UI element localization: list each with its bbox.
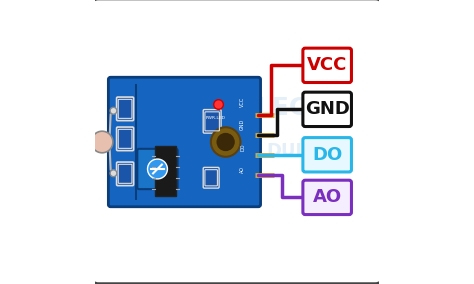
Text: PWR-LED: PWR-LED	[206, 116, 226, 120]
Text: DUINO: DUINO	[266, 141, 333, 160]
Circle shape	[211, 127, 240, 157]
FancyBboxPatch shape	[203, 110, 221, 133]
FancyBboxPatch shape	[203, 167, 219, 188]
FancyBboxPatch shape	[117, 97, 134, 121]
Circle shape	[110, 107, 117, 114]
FancyBboxPatch shape	[303, 180, 351, 215]
Text: DO: DO	[240, 143, 245, 151]
Text: DO: DO	[312, 146, 342, 164]
FancyBboxPatch shape	[303, 48, 351, 83]
FancyBboxPatch shape	[303, 138, 351, 172]
FancyBboxPatch shape	[117, 127, 134, 151]
Text: AO: AO	[240, 166, 245, 173]
Text: GND: GND	[240, 119, 245, 130]
Text: VCC: VCC	[307, 56, 347, 74]
FancyBboxPatch shape	[91, 0, 383, 284]
Circle shape	[214, 100, 223, 109]
Circle shape	[91, 131, 113, 153]
Text: AO: AO	[313, 188, 342, 206]
FancyBboxPatch shape	[303, 92, 351, 127]
FancyBboxPatch shape	[109, 77, 261, 207]
Circle shape	[217, 133, 235, 151]
Text: GND: GND	[305, 100, 350, 118]
Bar	[155, 146, 176, 196]
Circle shape	[110, 170, 117, 177]
FancyBboxPatch shape	[137, 149, 178, 189]
FancyBboxPatch shape	[117, 162, 134, 186]
Text: ELEC: ELEC	[240, 96, 308, 120]
Circle shape	[147, 159, 167, 179]
Text: VCC: VCC	[240, 97, 245, 107]
